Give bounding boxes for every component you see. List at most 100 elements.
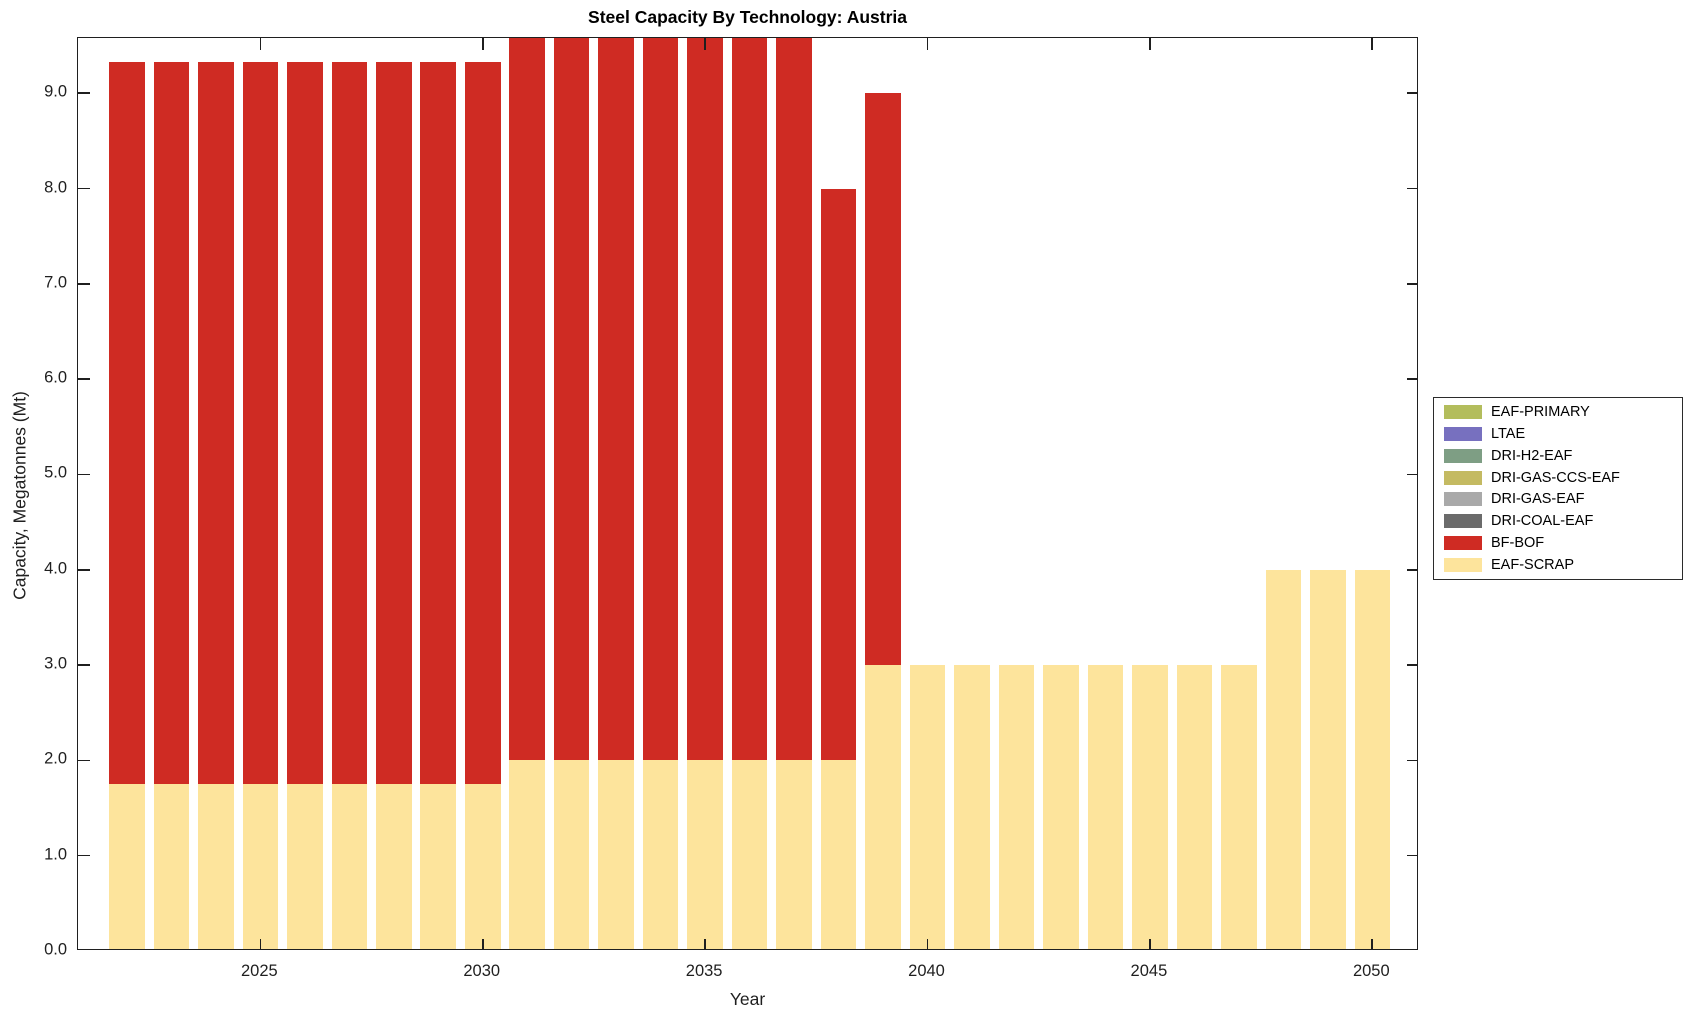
chart-title: Steel Capacity By Technology: Austria	[588, 7, 907, 27]
y-axis-label: Capacity, Megatonnes (Mt)	[9, 391, 30, 600]
legend-item-eaf-scrap: EAF-SCRAP	[1434, 557, 1682, 573]
legend-label-ltae: LTAE	[1491, 425, 1526, 442]
bar-eaf-scrap-2034	[642, 760, 679, 949]
bar-eaf-scrap-2044	[1087, 665, 1124, 949]
bar-eaf-scrap-2024	[198, 784, 234, 949]
legend-label-eaf-primary: EAF-PRIMARY	[1491, 403, 1590, 420]
bar-eaf-scrap-2030	[464, 784, 501, 949]
x-tick-top-2050	[1371, 38, 1374, 50]
plot-area	[77, 37, 1418, 950]
y-tick-left-5	[78, 473, 90, 476]
x-tick-top-2045	[1149, 38, 1151, 50]
x-tick-top-2030	[481, 38, 484, 50]
legend-swatch-dri-gas-ccs-eaf	[1444, 470, 1482, 485]
bar-eaf-scrap-2023	[153, 784, 190, 949]
legend-box: EAF-PRIMARY LTAE DRI-H2-EAF DRI-GAS-CCS-EAF…	[1433, 397, 1683, 580]
x-tick-label-2025: 2025	[240, 962, 278, 980]
bar-eaf-scrap-2026	[287, 784, 323, 949]
bar-eaf-scrap-2027	[331, 784, 368, 949]
bar-eaf-scrap-2050	[1354, 569, 1391, 949]
y-tick-right-8	[1407, 187, 1417, 190]
y-tick-label-4.0: 4.0	[44, 559, 67, 578]
legend-item-dri-gas-eaf: DRI-GAS-EAF	[1434, 491, 1682, 507]
y-tick-label-0.0: 0.0	[44, 940, 67, 959]
bar-bf-bof-2030	[464, 61, 501, 785]
x-tick-bottom-2045	[1149, 939, 1151, 949]
y-tick-label-8.0: 8.0	[44, 178, 67, 197]
legend-label-dri-h2-eaf: DRI-H2-EAF	[1491, 447, 1573, 464]
legend-label-dri-gas-ccs-eaf: DRI-GAS-CCS-EAF	[1491, 469, 1620, 486]
bar-eaf-scrap-2042	[998, 665, 1035, 949]
bar-bf-bof-2029	[420, 61, 457, 785]
legend-swatch-dri-gas-eaf	[1444, 492, 1482, 507]
bar-bf-bof-2038	[820, 188, 857, 761]
y-tick-left-8	[78, 187, 90, 190]
legend-item-bf-bof: BF-BOF	[1434, 535, 1682, 551]
bar-eaf-scrap-2043	[1043, 665, 1079, 949]
x-tick-bottom-2035	[704, 939, 706, 949]
x-tick-label-2045: 2045	[1130, 962, 1168, 980]
legend-swatch-dri-h2-eaf	[1444, 448, 1482, 463]
legend-label-dri-coal-eaf: DRI-COAL-EAF	[1491, 513, 1594, 530]
y-tick-left-4	[78, 568, 90, 571]
bar-bf-bof-2036	[731, 38, 768, 761]
legend-label-bf-bof: BF-BOF	[1491, 535, 1545, 552]
bar-bf-bof-2033	[598, 38, 634, 761]
y-tick-right-4	[1407, 568, 1417, 571]
legend-swatch-eaf-scrap	[1444, 558, 1482, 573]
bar-bf-bof-2028	[376, 61, 412, 785]
y-tick-label-1.0: 1.0	[44, 845, 67, 864]
bar-bf-bof-2039	[865, 93, 901, 666]
bar-eaf-scrap-2047	[1221, 665, 1257, 949]
legend-label-dri-gas-eaf: DRI-GAS-EAF	[1491, 491, 1585, 508]
y-tick-label-6.0: 6.0	[44, 368, 67, 387]
y-tick-left-1	[78, 854, 90, 857]
y-tick-left-7	[78, 283, 90, 285]
bar-bf-bof-2023	[153, 61, 190, 785]
bar-eaf-scrap-2031	[509, 760, 545, 949]
bar-eaf-scrap-2048	[1265, 569, 1302, 949]
y-tick-label-5.0: 5.0	[44, 463, 67, 482]
bar-eaf-scrap-2040	[909, 665, 946, 949]
bar-bf-bof-2025	[242, 61, 279, 785]
bar-eaf-scrap-2039	[865, 665, 901, 949]
legend-item-ltae: LTAE	[1434, 426, 1682, 442]
legend-item-eaf-primary: EAF-PRIMARY	[1434, 404, 1682, 420]
bar-eaf-scrap-2041	[954, 665, 990, 949]
bar-eaf-scrap-2035	[687, 760, 723, 949]
y-tick-left-9	[78, 92, 90, 95]
x-tick-top-2040	[926, 38, 929, 50]
bar-bf-bof-2037	[776, 38, 812, 761]
bar-eaf-scrap-2029	[420, 784, 457, 949]
y-tick-right-7	[1407, 283, 1417, 285]
bar-eaf-scrap-2049	[1310, 569, 1346, 949]
bar-bf-bof-2032	[553, 38, 590, 761]
legend-swatch-ltae	[1444, 426, 1482, 441]
legend-swatch-dri-coal-eaf	[1444, 514, 1482, 529]
x-axis-label: Year	[729, 989, 766, 1009]
legend-label-eaf-scrap: EAF-SCRAP	[1491, 557, 1574, 574]
bar-eaf-scrap-2036	[731, 760, 768, 949]
legend-swatch-bf-bof	[1444, 536, 1482, 551]
bar-eaf-scrap-2025	[242, 784, 279, 949]
bar-eaf-scrap-2045	[1132, 665, 1168, 949]
bar-eaf-scrap-2037	[776, 760, 812, 949]
bar-bf-bof-2022	[109, 61, 145, 785]
y-tick-left-3	[78, 664, 90, 666]
bar-bf-bof-2026	[287, 61, 323, 785]
bar-eaf-scrap-2038	[820, 760, 857, 949]
y-tick-right-9	[1407, 92, 1417, 95]
y-tick-label-3.0: 3.0	[44, 654, 67, 673]
legend-item-dri-gas-ccs-eaf: DRI-GAS-CCS-EAF	[1434, 470, 1682, 486]
bar-eaf-scrap-2028	[376, 784, 412, 949]
y-tick-label-7.0: 7.0	[44, 273, 67, 292]
y-tick-left-6	[78, 378, 90, 380]
x-tick-top-2035	[704, 38, 706, 50]
y-tick-right-6	[1407, 378, 1417, 380]
bar-eaf-scrap-2032	[553, 760, 590, 949]
x-tick-label-2030: 2030	[463, 962, 501, 980]
bar-bf-bof-2027	[331, 61, 368, 785]
x-tick-bottom-2050	[1371, 939, 1374, 949]
legend-swatch-eaf-primary	[1444, 404, 1482, 419]
